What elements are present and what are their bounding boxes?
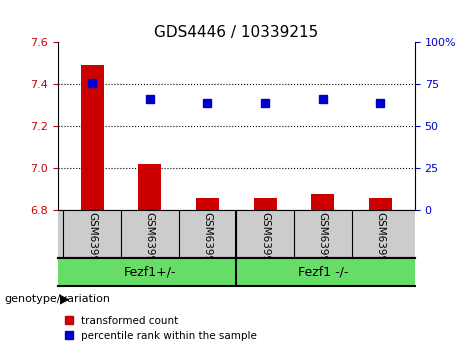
Text: GSM639941: GSM639941 [260,212,270,276]
Bar [196,198,219,210]
Bar [81,65,104,210]
Bar [369,198,392,210]
Text: GSM639940: GSM639940 [202,212,213,275]
Text: Fezf1+/-: Fezf1+/- [124,266,176,279]
Title: GDS4446 / 10339215: GDS4446 / 10339215 [154,25,319,40]
Bar [138,164,161,210]
Text: GSM639939: GSM639939 [145,212,155,276]
Text: Fezf1 -/-: Fezf1 -/- [297,266,348,279]
Text: genotype/variation: genotype/variation [5,294,111,304]
Bar [254,198,277,210]
Text: GSM639942: GSM639942 [318,212,328,276]
Text: GSM639938: GSM639938 [87,212,97,276]
Legend: transformed count, percentile rank within the sample: transformed count, percentile rank withi… [60,312,261,345]
Text: GSM639943: GSM639943 [375,212,385,276]
Text: ▶: ▶ [60,293,70,306]
Bar [311,194,334,210]
